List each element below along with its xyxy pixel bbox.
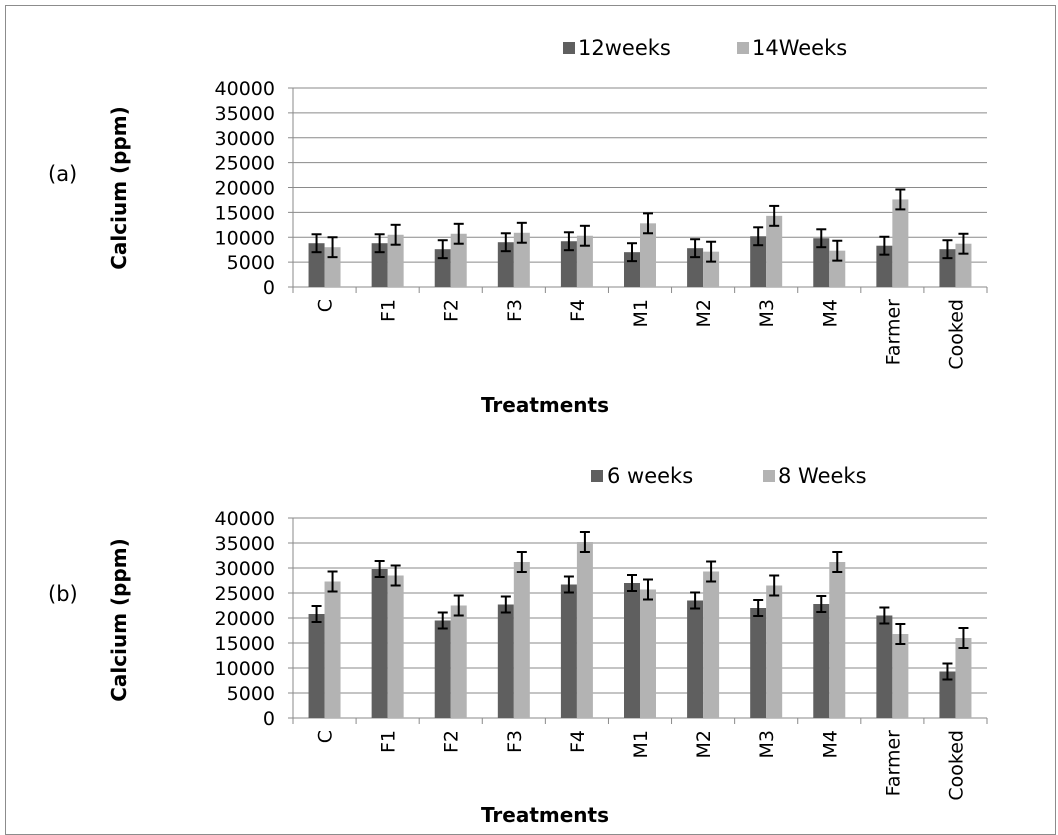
- bar-8-weeks: [387, 575, 404, 718]
- bar-8-weeks: [576, 542, 593, 718]
- x-tick-label: M2: [693, 299, 715, 327]
- bar-8-weeks: [892, 634, 909, 718]
- bar-8-weeks: [766, 585, 783, 718]
- bar-6-weeks: [308, 614, 325, 718]
- x-tick-label: M4: [819, 730, 841, 758]
- x-tick-label: M4: [819, 299, 841, 327]
- bar-6-weeks: [876, 615, 893, 718]
- bar-12weeks: [813, 238, 830, 287]
- legend-label: 6 weeks: [607, 464, 693, 488]
- bar-12weeks: [308, 243, 325, 287]
- bar-6-weeks: [939, 671, 956, 718]
- y-tick-label: 0: [263, 708, 275, 730]
- x-tick-label: F1: [378, 299, 400, 322]
- bar-14weeks: [892, 199, 909, 287]
- x-tick-label: M3: [756, 730, 778, 758]
- bar-14weeks: [576, 235, 593, 287]
- bar-6-weeks: [750, 608, 767, 718]
- bar-14weeks: [513, 232, 530, 287]
- x-tick-label: C: [315, 299, 337, 312]
- bar-14weeks: [766, 215, 783, 287]
- y-tick-label: 40000: [215, 78, 275, 100]
- y-tick-label: 5000: [227, 252, 275, 274]
- bar-6-weeks: [497, 604, 514, 718]
- y-axis-label: Calcium (ppm): [107, 106, 131, 270]
- legend-swatch: [591, 470, 603, 482]
- x-tick-label: F2: [441, 299, 463, 322]
- y-tick-label: 35000: [215, 533, 275, 555]
- y-tick-label: 40000: [215, 508, 275, 530]
- legend-label: 12weeks: [578, 36, 671, 60]
- y-tick-label: 10000: [215, 227, 275, 249]
- legend-swatch: [763, 470, 775, 482]
- bar-12weeks: [497, 242, 514, 287]
- x-tick-label: C: [315, 730, 337, 743]
- bar-8-weeks: [703, 571, 720, 718]
- x-tick-label: Farmer: [882, 730, 904, 797]
- y-tick-label: 10000: [215, 658, 275, 680]
- x-tick-label: M1: [630, 299, 652, 327]
- bar-14weeks: [640, 223, 656, 287]
- bar-6-weeks: [434, 620, 451, 718]
- y-tick-label: 20000: [215, 608, 275, 630]
- panel-label-b: (b): [48, 582, 78, 606]
- x-tick-label: M1: [630, 730, 652, 758]
- y-axis-label: Calcium (ppm): [107, 538, 131, 702]
- x-axis-label: Treatments: [481, 393, 609, 417]
- bar-8-weeks: [450, 605, 467, 718]
- x-axis-label: Treatments: [481, 803, 609, 827]
- x-tick-label: F4: [567, 730, 589, 753]
- y-tick-label: 25000: [215, 153, 275, 175]
- y-tick-label: 5000: [227, 683, 275, 705]
- y-tick-label: 30000: [215, 128, 275, 150]
- bar-8-weeks: [829, 562, 846, 718]
- legend-label: 14Weeks: [752, 36, 847, 60]
- y-tick-label: 20000: [215, 178, 275, 200]
- bar-8-weeks: [324, 581, 341, 718]
- bar-12weeks: [371, 243, 388, 287]
- x-tick-label: Cooked: [945, 299, 967, 370]
- x-tick-label: M2: [693, 730, 715, 758]
- x-tick-label: Cooked: [945, 730, 967, 801]
- bar-8-weeks: [640, 589, 656, 718]
- x-tick-label: F3: [504, 299, 526, 322]
- x-tick-label: M3: [756, 299, 778, 327]
- bar-6-weeks: [813, 604, 830, 718]
- legend-swatch: [563, 42, 575, 54]
- bar-6-weeks: [624, 583, 640, 718]
- bar-14weeks: [703, 251, 720, 287]
- y-tick-label: 15000: [215, 202, 275, 224]
- legend-label: 8 Weeks: [778, 464, 867, 488]
- y-tick-label: 0: [263, 277, 275, 299]
- y-tick-label: 15000: [215, 633, 275, 655]
- x-tick-label: F3: [504, 730, 526, 753]
- panel-label-a: (a): [48, 162, 78, 186]
- y-tick-label: 25000: [215, 583, 275, 605]
- bar-12weeks: [876, 245, 893, 287]
- bar-14weeks: [450, 233, 467, 287]
- bar-12weeks: [560, 241, 577, 287]
- x-tick-label: Farmer: [882, 299, 904, 366]
- bar-6-weeks: [687, 600, 704, 718]
- legend-swatch: [737, 42, 749, 54]
- bar-12weeks: [750, 236, 767, 287]
- bar-6-weeks: [560, 584, 577, 718]
- bar-8-weeks: [955, 638, 972, 718]
- bar-8-weeks: [513, 562, 530, 718]
- y-tick-label: 30000: [215, 558, 275, 580]
- x-tick-label: F2: [441, 730, 463, 753]
- y-tick-label: 35000: [215, 103, 275, 125]
- chart-b: 0 5000 10000 15000 20000 25000 30000 35000 40000…: [107, 464, 988, 827]
- x-tick-label: F4: [567, 299, 589, 322]
- bar-14weeks: [387, 234, 404, 287]
- x-tick-label: F1: [378, 730, 400, 753]
- bar-6-weeks: [371, 569, 388, 718]
